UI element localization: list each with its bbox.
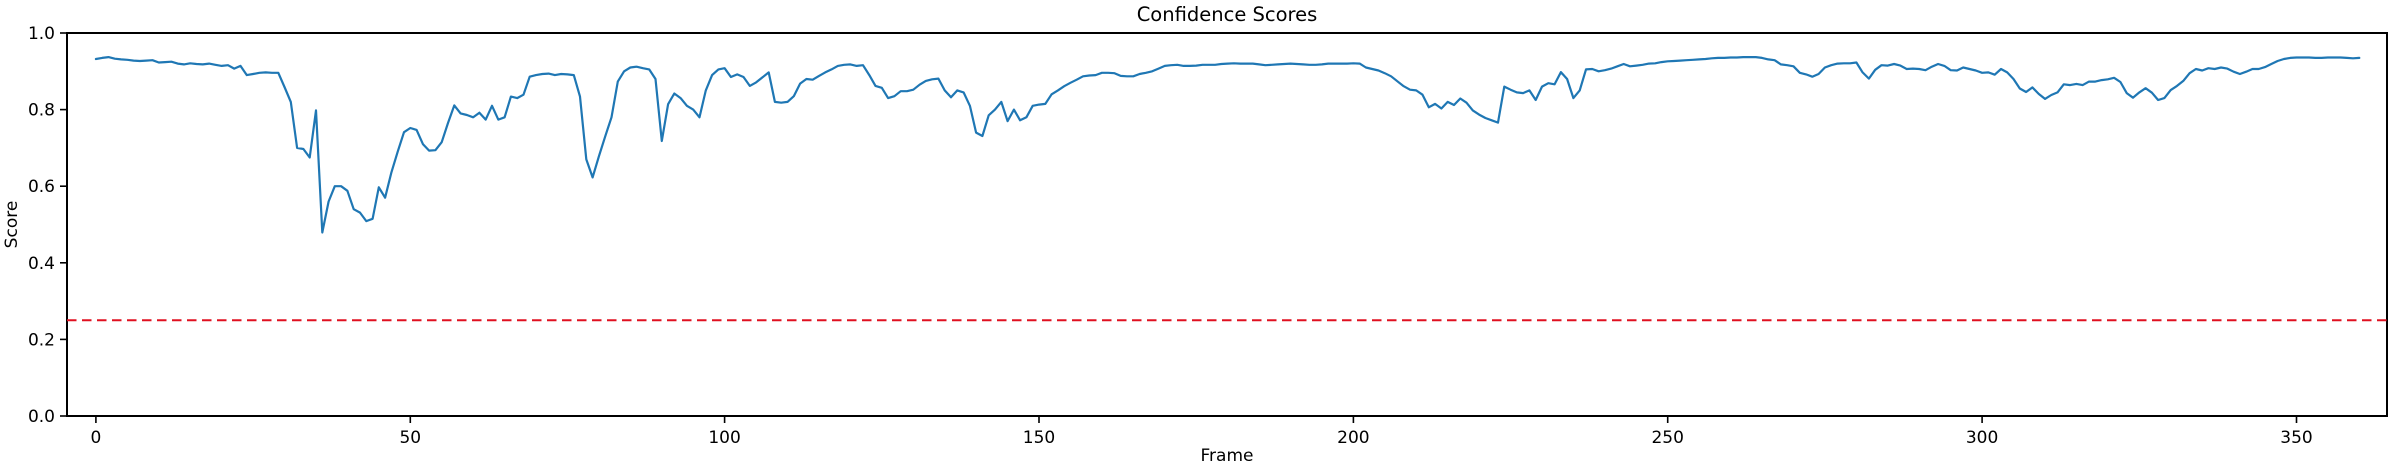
x-tick-label: 250 bbox=[1651, 428, 1683, 448]
x-tick-label: 100 bbox=[708, 428, 740, 448]
x-axis-label: Frame bbox=[1201, 446, 1254, 466]
chart-title: Confidence Scores bbox=[1137, 3, 1318, 26]
axes-spines bbox=[66, 32, 2388, 417]
plot-area: 0 50 100 150 200 250 300 350 0.0 0.2 0.4 0.6 0.8 1.0 bbox=[28, 24, 2388, 448]
confidence-line bbox=[94, 55, 2361, 234]
x-tick-label: 150 bbox=[1023, 428, 1055, 448]
y-tick-label: 0.0 bbox=[28, 407, 55, 427]
x-tick-label: 0 bbox=[90, 428, 101, 448]
x-tick-label: 50 bbox=[399, 428, 421, 448]
y-tick-label: 0.8 bbox=[28, 101, 55, 121]
y-tick-label: 0.2 bbox=[28, 330, 55, 350]
x-tick-label: 350 bbox=[2280, 428, 2312, 448]
y-tick-label: 1.0 bbox=[28, 24, 55, 44]
y-tick-label: 0.4 bbox=[28, 254, 55, 274]
x-tick-label: 200 bbox=[1337, 428, 1369, 448]
x-tick-label: 300 bbox=[1966, 428, 1998, 448]
y-tick-label: 0.6 bbox=[28, 177, 55, 197]
y-axis-label: Score bbox=[2, 201, 22, 249]
